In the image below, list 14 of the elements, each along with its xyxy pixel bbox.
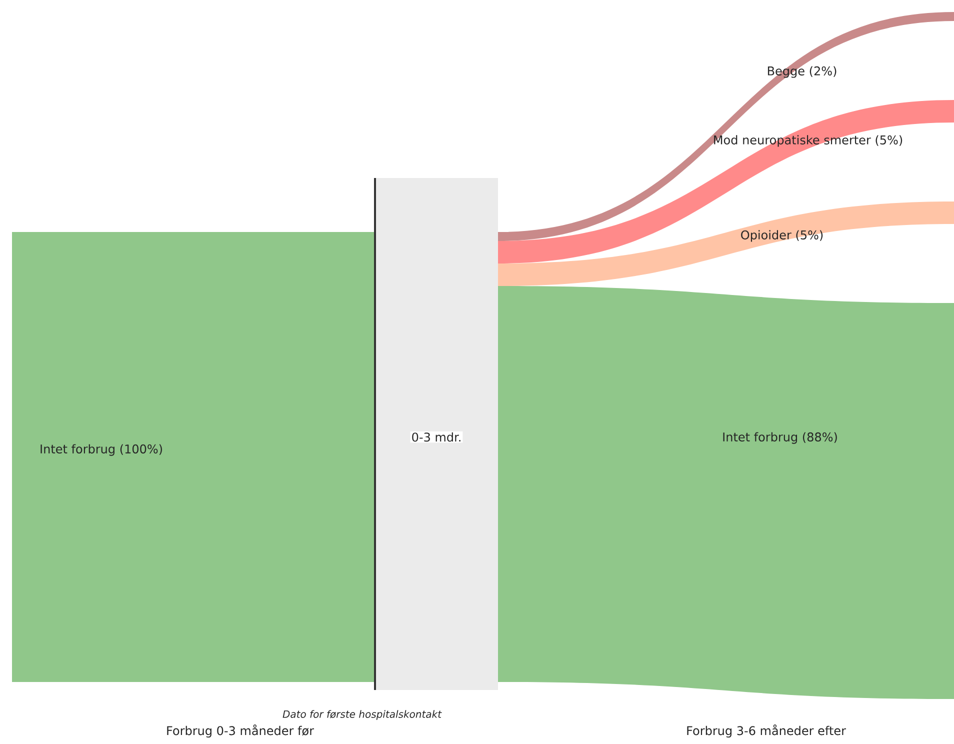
text: Forbrug 0-3 måneder før	[167, 724, 314, 738]
data-label: (5%)	[796, 230, 823, 241]
category-label: Intet forbrug	[723, 432, 798, 444]
category-label: Intet forbrug	[40, 444, 114, 456]
data-label: (5%)	[876, 135, 902, 146]
category-label: Mod neuropatiske smerter	[714, 135, 871, 147]
data-label: (100%)	[120, 444, 162, 455]
text: Forbrug 3-6 måneder efter	[687, 724, 846, 738]
text: 0-3 mdr.	[412, 432, 460, 442]
data-label: (2%)	[810, 66, 836, 77]
data-label: (88%)	[802, 432, 837, 443]
category-label: Begge	[768, 66, 804, 78]
category-label: Opioider	[741, 230, 792, 242]
text: Dato for første hospitalskontakt	[282, 710, 442, 720]
